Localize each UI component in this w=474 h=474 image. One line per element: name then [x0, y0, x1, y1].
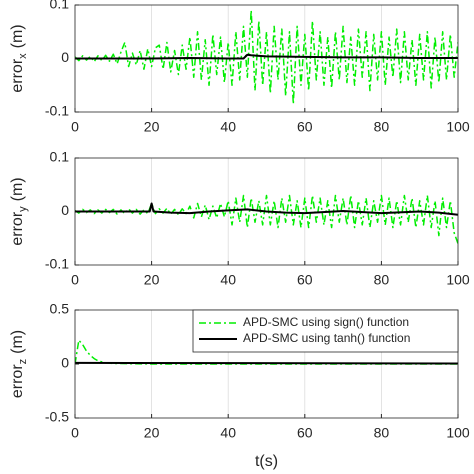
y-label-sub: z — [17, 359, 29, 365]
x-tick-label: 80 — [374, 119, 390, 135]
axes-box — [74, 157, 459, 266]
y-label-unit: (m) — [9, 330, 26, 354]
x-tick-label: 60 — [297, 425, 313, 441]
x-tick-label: 0 — [71, 425, 79, 441]
legend-label: APD-SMC using sign() function — [243, 315, 409, 329]
y-label-main: error — [9, 211, 26, 245]
y-tick-label: 0.1 — [50, 0, 70, 12]
x-tick-label: 100 — [446, 119, 470, 135]
x-tick-label: 20 — [144, 272, 160, 288]
y-label-main: error — [9, 58, 26, 92]
axes-box — [74, 4, 459, 113]
series-group — [75, 339, 458, 365]
y-tick-label: -0.1 — [45, 103, 69, 119]
y-axis-label: errory (m) — [9, 177, 29, 245]
data-line — [75, 194, 458, 244]
y-label-main: error — [9, 364, 26, 398]
y-label-sub: y — [17, 206, 29, 212]
y-tick-label: 0.5 — [50, 301, 70, 317]
data-line — [75, 339, 458, 365]
x-tick-label: 60 — [297, 272, 313, 288]
x-tick-label: 0 — [71, 119, 79, 135]
x-tick-label: 80 — [374, 425, 390, 441]
x-tick-label: 20 — [144, 119, 160, 135]
series-group — [75, 194, 458, 244]
y-tick-label: -0.5 — [45, 409, 69, 425]
y-label-sub: x — [17, 53, 29, 59]
x-tick-label: 40 — [220, 425, 236, 441]
x-axis-label: t(s) — [255, 453, 278, 470]
y-axis-label: errorx (m) — [9, 24, 29, 92]
y-axis-label: errorz (m) — [9, 330, 29, 398]
legend-box — [192, 309, 459, 353]
y-tick-label: 0 — [61, 355, 69, 371]
x-tick-label: 100 — [446, 425, 470, 441]
legend-label: APD-SMC using tanh() function — [243, 331, 410, 345]
x-tick-label: 40 — [220, 119, 236, 135]
y-tick-label: 0 — [61, 49, 69, 65]
x-tick-label: 60 — [297, 119, 313, 135]
series-group — [75, 9, 458, 105]
y-tick-label: 0 — [61, 202, 69, 218]
x-tick-label: 20 — [144, 425, 160, 441]
y-label-unit: (m) — [9, 24, 26, 48]
data-line — [75, 202, 458, 216]
y-tick-label: -0.1 — [45, 256, 69, 272]
x-tick-label: 80 — [374, 272, 390, 288]
x-tick-label: 40 — [220, 272, 236, 288]
data-line — [75, 361, 458, 365]
data-line — [75, 53, 458, 60]
y-tick-label: 0.1 — [50, 149, 70, 165]
x-tick-label: 0 — [71, 272, 79, 288]
y-label-unit: (m) — [9, 177, 26, 201]
x-tick-label: 100 — [446, 272, 470, 288]
